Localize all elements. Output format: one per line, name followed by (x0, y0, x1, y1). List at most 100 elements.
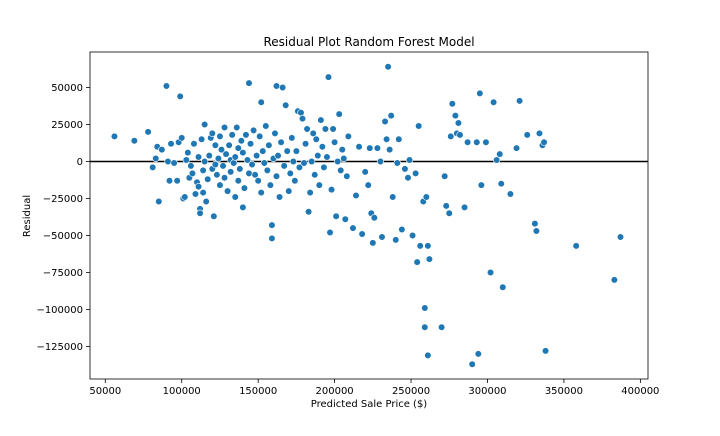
y-tick-label: 50000 (51, 83, 83, 94)
data-point (343, 172, 351, 180)
data-point (381, 117, 389, 126)
data-point (318, 143, 326, 151)
data-point (515, 97, 524, 105)
data-point (199, 188, 207, 197)
data-point (314, 151, 322, 160)
data-point (286, 169, 294, 177)
y-tick-label: −25000 (43, 194, 83, 205)
data-point (456, 131, 464, 139)
data-point (337, 166, 345, 174)
data-point (531, 220, 539, 228)
data-point (382, 135, 391, 143)
data-point (227, 168, 235, 176)
data-point (497, 180, 505, 188)
data-point (523, 131, 531, 139)
data-point (277, 138, 285, 146)
data-point (155, 197, 163, 206)
data-point (280, 162, 288, 170)
x-tick-label: 250000 (392, 386, 430, 397)
data-point (211, 141, 219, 149)
data-point (279, 83, 287, 92)
y-tick-label: −100000 (36, 305, 83, 316)
data-point (312, 135, 320, 143)
data-point (421, 323, 429, 331)
data-point (243, 156, 252, 164)
data-point (194, 183, 203, 191)
data-point (173, 177, 181, 185)
data-point (610, 276, 618, 284)
data-point (369, 239, 377, 247)
plot-frame (89, 51, 649, 380)
data-point (442, 202, 450, 210)
data-point (474, 350, 482, 358)
data-point (572, 242, 580, 250)
data-point (167, 140, 175, 148)
data-point (460, 203, 469, 211)
data-point (201, 157, 209, 166)
data-point (199, 166, 207, 174)
data-point (424, 351, 432, 359)
data-point (476, 89, 484, 98)
data-point (248, 160, 256, 169)
data-point (271, 129, 279, 137)
data-point (447, 132, 455, 140)
data-point (425, 255, 433, 263)
data-point (219, 162, 227, 170)
data-point (210, 212, 218, 220)
chart-title: Residual Plot Random Forest Model (263, 35, 474, 49)
data-point (245, 169, 253, 177)
data-point (477, 181, 485, 189)
data-point (254, 177, 262, 185)
data-point (303, 125, 311, 133)
data-point (274, 151, 282, 160)
data-point (321, 125, 330, 133)
x-tick-label: 200000 (316, 386, 354, 397)
data-point (378, 233, 386, 241)
y-tick-label: −75000 (43, 268, 83, 279)
data-point (268, 234, 276, 243)
data-point (170, 159, 178, 167)
data-point (198, 135, 206, 143)
data-point (236, 165, 244, 173)
data-point (178, 134, 186, 142)
data-point (489, 98, 498, 106)
data-point (164, 157, 172, 166)
data-point (289, 157, 297, 166)
data-point (482, 138, 490, 146)
data-point (204, 175, 212, 183)
data-point (214, 154, 223, 163)
y-axis-label: Residual (22, 195, 33, 237)
data-point (110, 132, 119, 140)
data-point (233, 123, 241, 132)
data-point (305, 208, 313, 216)
data-point (152, 154, 160, 163)
data-point (283, 147, 291, 155)
data-point (323, 153, 331, 161)
data-point (275, 193, 284, 201)
data-point (493, 156, 501, 164)
data-point (506, 190, 515, 198)
data-point (499, 283, 507, 291)
data-point (297, 109, 305, 117)
data-point (181, 193, 189, 201)
data-point (308, 157, 316, 166)
data-point (338, 146, 346, 154)
data-point (182, 156, 190, 164)
data-point (256, 132, 264, 140)
data-point (295, 163, 304, 172)
data-point (176, 92, 184, 100)
data-point (240, 184, 249, 192)
data-point (496, 150, 504, 158)
data-point (395, 135, 403, 143)
data-point (404, 174, 412, 182)
data-point (216, 132, 224, 140)
x-tick-label: 350000 (545, 386, 583, 397)
data-point (311, 171, 319, 179)
data-point (216, 181, 224, 189)
data-point (422, 193, 430, 201)
data-point (344, 132, 352, 140)
data-point (326, 228, 334, 237)
